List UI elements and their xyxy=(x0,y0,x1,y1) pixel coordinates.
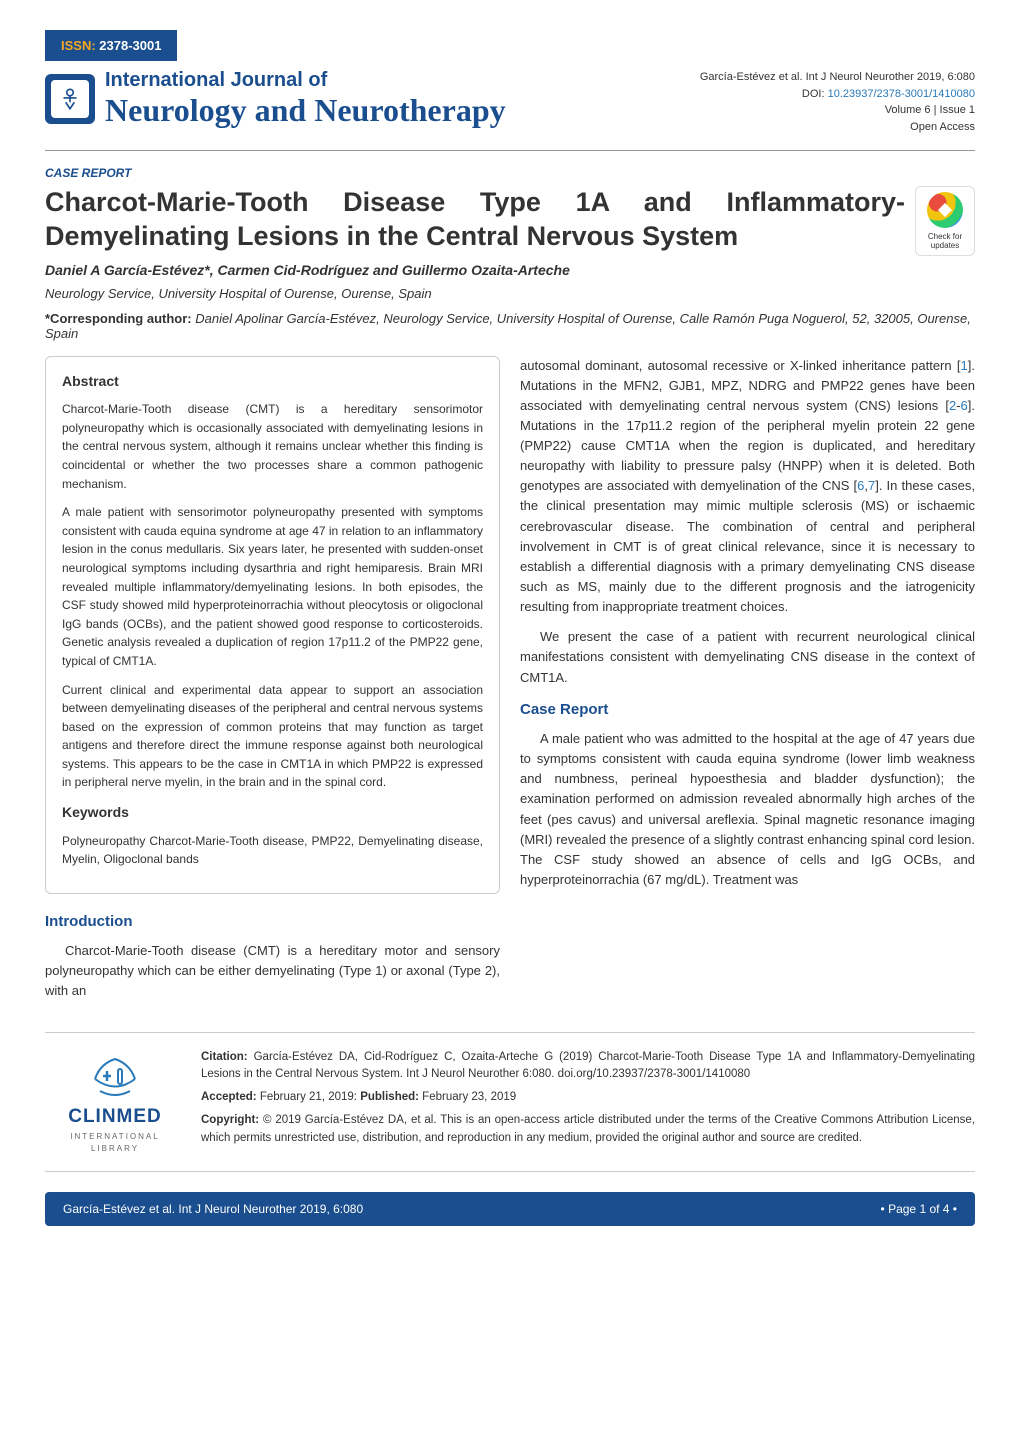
keywords: Polyneuropathy Charcot-Marie-Tooth disea… xyxy=(62,832,483,869)
affiliation: Neurology Service, University Hospital o… xyxy=(45,286,905,301)
journal-title-main: Neurology and Neurotherapy xyxy=(105,92,506,129)
footer-right: • Page 1 of 4 • xyxy=(881,1202,957,1216)
doi-link[interactable]: 10.23937/2378-3001/1410080 xyxy=(828,88,975,100)
divider xyxy=(45,150,975,151)
issn-badge: ISSN: 2378-3001 xyxy=(45,30,177,61)
clinmed-text: CLINMED xyxy=(45,1103,185,1132)
right-p2: We present the case of a patient with re… xyxy=(520,627,975,687)
citation-box: CLINMED INTERNATIONAL LIBRARY Citation: … xyxy=(45,1032,975,1173)
footer-bar: García-Estévez et al. Int J Neurol Neuro… xyxy=(45,1192,975,1226)
citation-label: Citation: xyxy=(201,1051,248,1063)
abstract-p2: A male patient with sensorimotor polyneu… xyxy=(62,503,483,670)
issn-label: ISSN: xyxy=(61,38,96,53)
right-p1: autosomal dominant, autosomal recessive … xyxy=(520,356,975,618)
citation-line: García-Estévez et al. Int J Neurol Neuro… xyxy=(700,69,975,86)
volume-issue: Volume 6 | Issue 1 xyxy=(700,102,975,119)
authors: Daniel A García-Estévez*, Carmen Cid-Rod… xyxy=(45,262,905,278)
accepted-label: Accepted: xyxy=(201,1091,257,1103)
intro-p1: Charcot-Marie-Tooth disease (CMT) is a h… xyxy=(45,941,500,1001)
abstract-box: Abstract Charcot-Marie-Tooth disease (CM… xyxy=(45,356,500,894)
ref-1[interactable]: 1 xyxy=(961,358,968,373)
copyright-label: Copyright: xyxy=(201,1114,259,1126)
journal-icon-inner xyxy=(51,80,89,118)
check-updates-label: Check for updates xyxy=(916,232,974,250)
corresponding-author: *Corresponding author: Daniel Apolinar G… xyxy=(45,311,975,341)
copyright-line: Copyright: © 2019 García-Estévez DA, et … xyxy=(201,1112,975,1147)
clinmed-sub: INTERNATIONAL LIBRARY xyxy=(45,1131,185,1155)
abstract-p1: Charcot-Marie-Tooth disease (CMT) is a h… xyxy=(62,400,483,493)
keywords-heading: Keywords xyxy=(62,802,483,824)
abstract-heading: Abstract xyxy=(62,371,483,393)
case-heading: Case Report xyxy=(520,698,975,721)
clinmed-logo: CLINMED INTERNATIONAL LIBRARY xyxy=(45,1049,185,1156)
journal-icon xyxy=(45,74,95,124)
published-date: February 23, 2019 xyxy=(422,1091,516,1103)
journal-title-top: International Journal of xyxy=(105,69,506,92)
intro-heading: Introduction xyxy=(45,910,500,933)
issn-value: 2378-3001 xyxy=(99,38,161,53)
dates-line: Accepted: February 21, 2019: Published: … xyxy=(201,1089,975,1106)
abstract-p3: Current clinical and experimental data a… xyxy=(62,681,483,793)
clinmed-icon xyxy=(85,1049,145,1099)
corresponding-label: *Corresponding author: xyxy=(45,311,192,326)
ref-6[interactable]: 6 xyxy=(961,398,968,413)
footer-left: García-Estévez et al. Int J Neurol Neuro… xyxy=(63,1202,363,1216)
check-updates-badge[interactable]: Check for updates xyxy=(915,186,975,256)
article-type: CASE REPORT xyxy=(45,166,975,180)
copyright-text: © 2019 García-Estévez DA, et al. This is… xyxy=(201,1114,975,1143)
published-label: Published: xyxy=(360,1091,419,1103)
article-title: Charcot-Marie-Tooth Disease Type 1A and … xyxy=(45,186,905,254)
citation-line: Citation: García-Estévez DA, Cid-Rodrígu… xyxy=(201,1049,975,1084)
open-access: Open Access xyxy=(700,119,975,136)
citation-text: García-Estévez DA, Cid-Rodríguez C, Ozai… xyxy=(201,1051,975,1080)
header-citation: García-Estévez et al. Int J Neurol Neuro… xyxy=(700,69,975,135)
doi-label: DOI: xyxy=(802,88,825,100)
crossmark-icon xyxy=(927,192,963,228)
case-p1: A male patient who was admitted to the h… xyxy=(520,729,975,890)
accepted-date: February 21, 2019: xyxy=(260,1091,357,1103)
